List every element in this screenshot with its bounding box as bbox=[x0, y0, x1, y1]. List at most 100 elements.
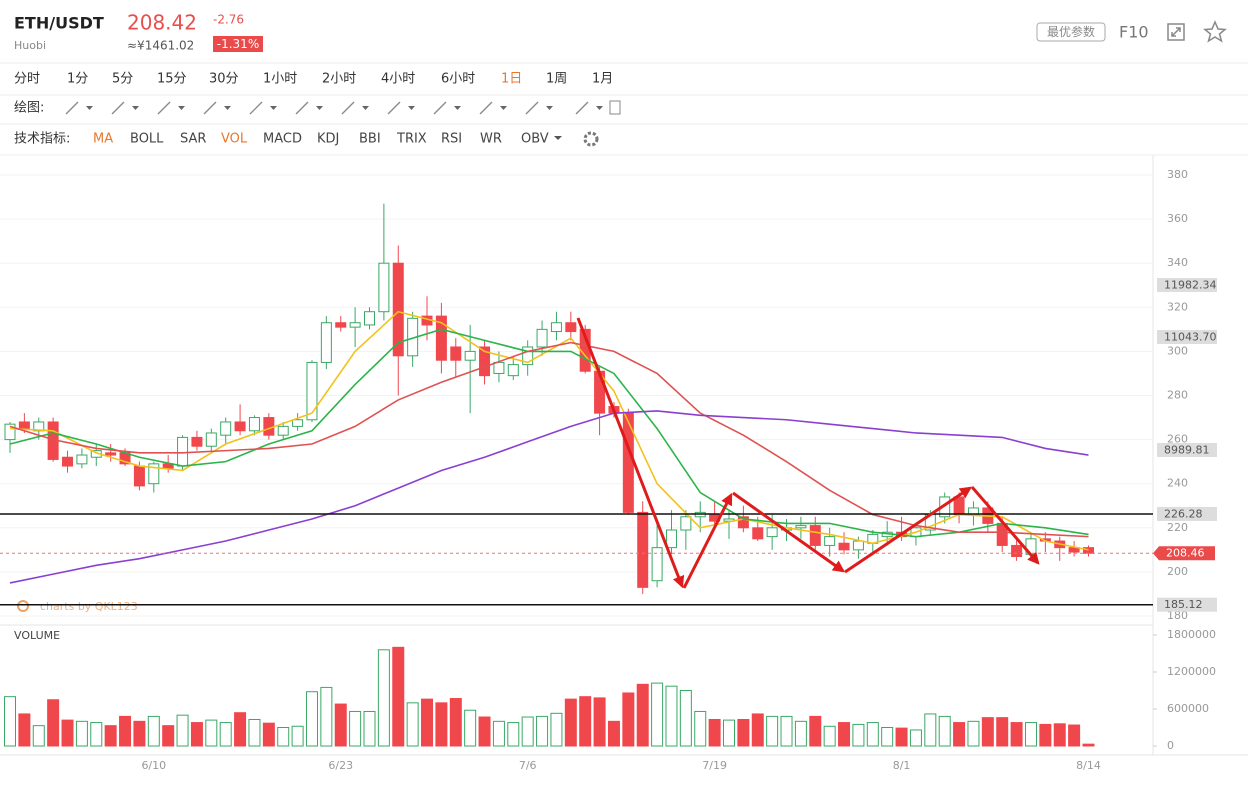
interval[interactable]: 4小时 bbox=[381, 72, 415, 87]
interval[interactable]: 1小时 bbox=[263, 72, 297, 87]
volume-bar bbox=[90, 722, 103, 747]
interval[interactable]: 1周 bbox=[546, 72, 567, 87]
candle-body bbox=[220, 421, 232, 436]
volume-bar bbox=[794, 720, 807, 747]
volume-bar bbox=[895, 727, 908, 747]
indicator[interactable]: TRIX bbox=[396, 132, 427, 147]
candle-body bbox=[234, 421, 246, 432]
volume-bar bbox=[694, 710, 707, 747]
caret[interactable] bbox=[86, 106, 93, 110]
x-tick-label: 6/10 bbox=[141, 759, 166, 772]
indicator[interactable]: MA bbox=[93, 132, 113, 147]
arrow bbox=[682, 492, 733, 589]
indicator[interactable]: MACD bbox=[263, 132, 302, 147]
indicator[interactable]: SAR bbox=[180, 132, 206, 147]
caret[interactable] bbox=[316, 106, 323, 110]
volume-tick-label: 600000 bbox=[1167, 702, 1209, 715]
interval[interactable]: 15分 bbox=[157, 72, 187, 87]
volume-bar bbox=[349, 710, 362, 747]
indicator[interactable]: OBV bbox=[521, 132, 549, 147]
indicator[interactable]: KDJ bbox=[317, 132, 339, 147]
f10[interactable]: F10 bbox=[1119, 23, 1149, 42]
x-tick-label: 6/23 bbox=[328, 759, 353, 772]
volume-bar bbox=[61, 719, 74, 747]
draw-tool[interactable] bbox=[341, 101, 355, 115]
volume-bar bbox=[924, 713, 937, 747]
settings-icon[interactable] bbox=[583, 131, 599, 147]
expand-icon[interactable] bbox=[1167, 23, 1185, 41]
interval[interactable]: 30分 bbox=[209, 72, 239, 87]
indicator[interactable]: WR bbox=[480, 132, 502, 147]
draw-tool[interactable] bbox=[157, 101, 171, 115]
draw-tool[interactable] bbox=[65, 101, 79, 115]
volume-bar bbox=[32, 725, 45, 747]
change-badge bbox=[213, 36, 263, 52]
interval[interactable]: 2小时 bbox=[322, 72, 356, 87]
caret[interactable] bbox=[554, 136, 562, 140]
indicator[interactable]: VOL bbox=[221, 132, 248, 147]
draw-tool[interactable] bbox=[249, 101, 263, 115]
draw-tool[interactable] bbox=[203, 101, 217, 115]
draw-tool[interactable] bbox=[433, 101, 447, 115]
candle-body bbox=[565, 322, 577, 333]
interval[interactable]: 1分 bbox=[67, 72, 88, 87]
interval[interactable]: 1月 bbox=[592, 72, 613, 87]
candle-body bbox=[392, 262, 404, 357]
indicator[interactable]: BBI bbox=[359, 132, 381, 147]
candle-body bbox=[953, 496, 965, 516]
draw-tool[interactable] bbox=[111, 101, 125, 115]
draw-tool[interactable] bbox=[525, 101, 539, 115]
candle-body bbox=[292, 419, 304, 427]
cny-price: ≈¥1461.02 bbox=[127, 39, 194, 53]
star-icon[interactable] bbox=[1203, 20, 1227, 43]
y-tick-label: 180 bbox=[1167, 609, 1188, 622]
volume-bar bbox=[219, 722, 232, 747]
caret[interactable] bbox=[362, 106, 369, 110]
caret[interactable] bbox=[596, 106, 603, 110]
caret[interactable] bbox=[224, 106, 231, 110]
indicator[interactable]: RSI bbox=[441, 132, 462, 147]
params-label[interactable]: 最优参数 bbox=[1047, 24, 1095, 39]
candle-body bbox=[76, 454, 88, 465]
volume-bar bbox=[205, 719, 218, 747]
caret[interactable] bbox=[454, 106, 461, 110]
draw-tool[interactable] bbox=[575, 101, 589, 115]
candle-body bbox=[752, 527, 764, 540]
volume-bar bbox=[305, 691, 318, 747]
delete-tool[interactable] bbox=[609, 100, 621, 115]
candle-body bbox=[435, 315, 447, 361]
draw-tool[interactable] bbox=[479, 101, 493, 115]
draw-tool[interactable] bbox=[295, 101, 309, 115]
volume-bar bbox=[507, 722, 520, 747]
interval[interactable]: 分时 bbox=[14, 72, 40, 87]
draw-tool[interactable] bbox=[387, 101, 401, 115]
volume-bar bbox=[780, 715, 793, 747]
y-tick-label: 340 bbox=[1167, 256, 1188, 269]
interval[interactable]: 6小时 bbox=[441, 72, 475, 87]
candle-body bbox=[18, 421, 30, 430]
interval[interactable]: 1日 bbox=[501, 72, 522, 87]
candle-body bbox=[550, 322, 562, 333]
volume-bar bbox=[262, 722, 275, 747]
side-tag: 11043.70 bbox=[1164, 331, 1217, 344]
caret[interactable] bbox=[132, 106, 139, 110]
caret[interactable] bbox=[270, 106, 277, 110]
volume-bar bbox=[119, 715, 132, 747]
candle-body bbox=[335, 322, 347, 328]
interval[interactable]: 5分 bbox=[112, 72, 133, 87]
volume-bar bbox=[607, 720, 620, 747]
caret[interactable] bbox=[178, 106, 185, 110]
caret[interactable] bbox=[500, 106, 507, 110]
candle-body bbox=[637, 511, 649, 588]
caret[interactable] bbox=[546, 106, 553, 110]
volume-bar bbox=[133, 720, 146, 747]
change: -2.76 bbox=[213, 13, 244, 27]
volume-bar bbox=[866, 722, 879, 747]
volume-bar bbox=[909, 729, 922, 747]
indicator[interactable]: BOLL bbox=[130, 132, 164, 147]
caret[interactable] bbox=[408, 106, 415, 110]
side-tag: 8989.81 bbox=[1164, 444, 1210, 457]
volume-bar bbox=[277, 727, 290, 747]
params-button[interactable] bbox=[1036, 22, 1106, 42]
candle-body bbox=[263, 417, 275, 436]
